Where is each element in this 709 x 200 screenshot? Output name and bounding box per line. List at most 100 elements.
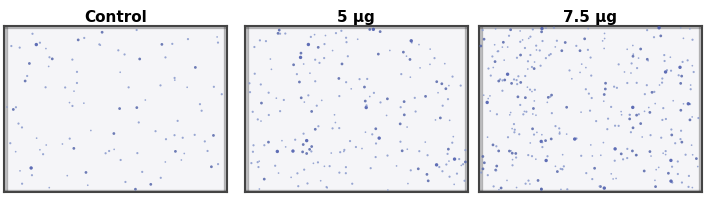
Point	[555, 167, 566, 170]
Point	[663, 172, 674, 175]
Point	[478, 94, 489, 97]
Point	[335, 29, 347, 32]
Point	[509, 131, 520, 134]
Point	[633, 113, 644, 116]
Point	[619, 70, 630, 74]
Point	[342, 55, 354, 58]
Point	[598, 186, 610, 190]
Point	[298, 101, 310, 104]
Point	[255, 83, 267, 86]
Point	[649, 90, 660, 93]
Point	[381, 114, 392, 117]
Point	[62, 174, 73, 177]
Point	[643, 106, 654, 109]
Point	[434, 165, 445, 169]
Point	[574, 71, 586, 74]
Point	[525, 88, 536, 91]
Point	[441, 163, 452, 166]
Point	[493, 188, 505, 191]
Point	[273, 171, 284, 175]
Point	[367, 133, 378, 136]
Point	[289, 138, 301, 141]
Point	[649, 179, 661, 182]
Point	[430, 118, 441, 122]
Point	[374, 137, 385, 140]
Point	[508, 78, 520, 81]
Point	[691, 157, 702, 160]
Point	[665, 180, 676, 183]
Point	[199, 140, 211, 143]
Point	[131, 28, 143, 32]
Point	[248, 144, 259, 147]
Point	[502, 45, 513, 49]
Point	[94, 43, 105, 46]
Point	[511, 83, 523, 86]
Point	[120, 180, 131, 184]
Point	[491, 164, 503, 168]
Point	[296, 96, 307, 99]
Point	[519, 110, 530, 113]
Point	[542, 96, 554, 99]
Point	[341, 41, 352, 44]
Bar	[464, 26, 468, 192]
Point	[431, 80, 442, 83]
Point	[443, 160, 454, 163]
Point	[216, 93, 228, 96]
Point	[447, 141, 458, 144]
Point	[297, 150, 308, 153]
Point	[479, 38, 490, 41]
Point	[484, 94, 496, 97]
Point	[345, 87, 357, 90]
Point	[488, 66, 499, 69]
Point	[571, 44, 582, 47]
Point	[509, 128, 520, 131]
Point	[571, 137, 582, 140]
Point	[520, 182, 531, 185]
Point	[160, 56, 171, 59]
Point	[298, 62, 309, 66]
Point	[57, 142, 68, 146]
Point	[503, 149, 515, 153]
Point	[515, 53, 526, 57]
Point	[169, 134, 180, 137]
Point	[506, 82, 518, 85]
Point	[293, 185, 304, 188]
Point	[211, 35, 223, 39]
Point	[627, 126, 639, 129]
Point	[208, 134, 219, 137]
Point	[362, 77, 373, 81]
Point	[43, 186, 55, 189]
Point	[618, 158, 629, 161]
Point	[256, 101, 267, 105]
Point	[359, 99, 371, 103]
Point	[505, 28, 516, 31]
Point	[196, 109, 207, 112]
Point	[64, 101, 75, 104]
Point	[333, 77, 345, 80]
Point	[104, 149, 115, 153]
Point	[576, 63, 587, 66]
Point	[548, 26, 559, 29]
Point	[676, 129, 687, 132]
Point	[335, 151, 346, 154]
Point	[599, 37, 610, 40]
Point	[559, 41, 571, 44]
Point	[493, 149, 504, 153]
Point	[676, 75, 687, 78]
Point	[479, 161, 490, 164]
Point	[554, 132, 565, 135]
Point	[692, 165, 703, 168]
Point	[536, 133, 547, 136]
Point	[684, 118, 696, 122]
Point	[439, 62, 450, 65]
Point	[384, 49, 396, 52]
Point	[134, 57, 145, 61]
Point	[114, 107, 125, 110]
Point	[515, 29, 526, 33]
Point	[600, 87, 611, 91]
Point	[666, 181, 678, 184]
Point	[78, 102, 89, 105]
Point	[490, 168, 501, 172]
Point	[624, 113, 635, 116]
Point	[27, 32, 38, 35]
